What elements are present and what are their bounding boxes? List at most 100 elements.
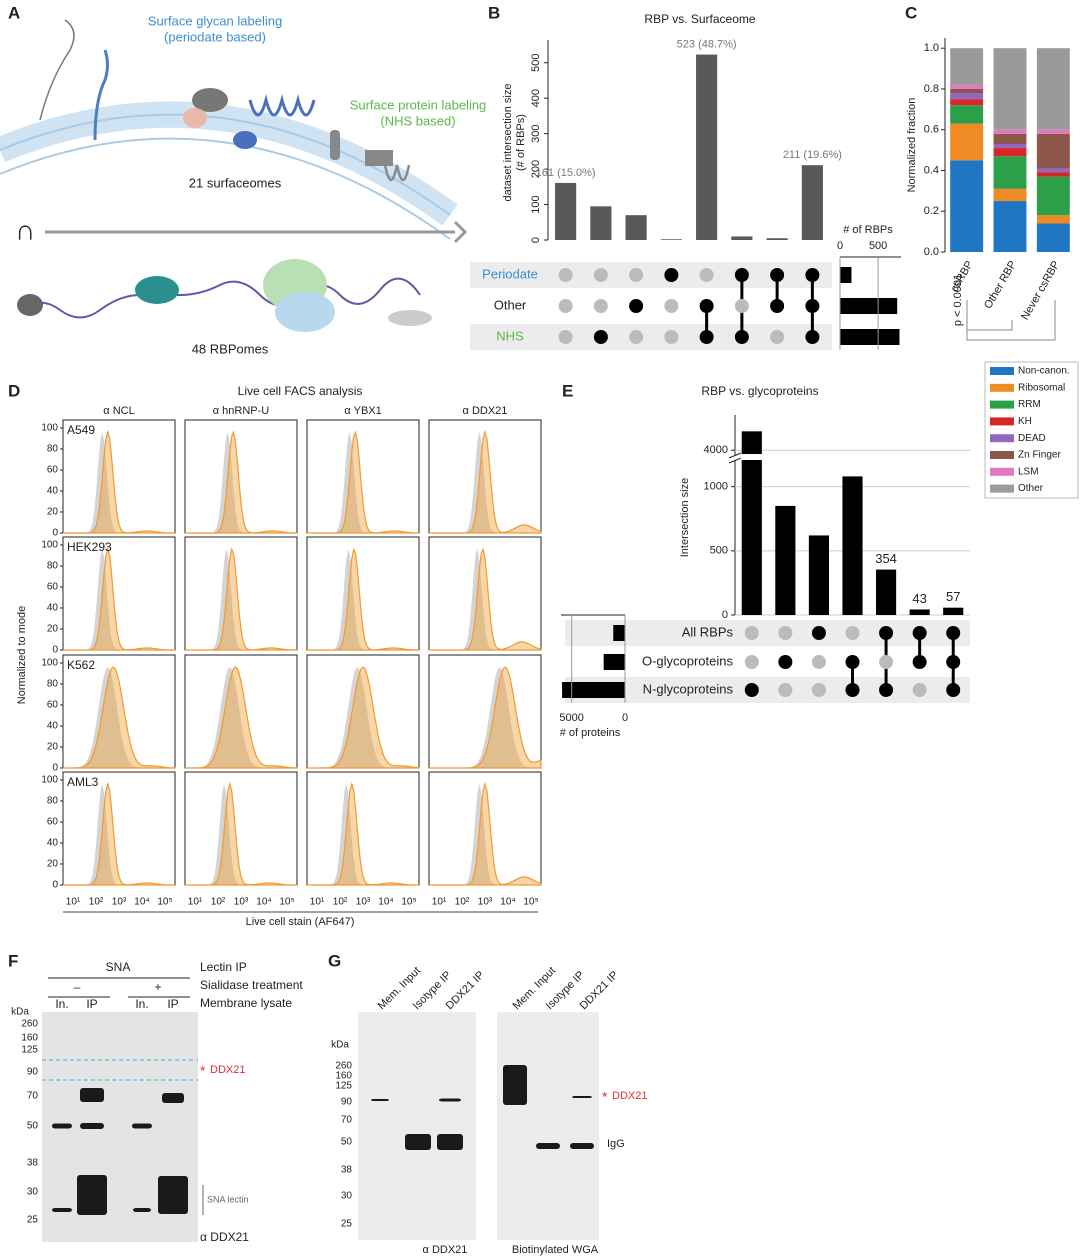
matrix-dot — [946, 655, 961, 669]
set-tick-label: 0 — [837, 240, 843, 252]
glycan-label: Surface glycan labeling — [148, 13, 282, 28]
stain-histogram — [307, 666, 420, 769]
y-tick-label: 80 — [47, 444, 59, 455]
facs-frame — [62, 419, 176, 534]
blot-band — [80, 1088, 104, 1102]
set-tick-label: 0 — [622, 712, 628, 724]
y-tick-label: 0 — [52, 763, 58, 774]
legend-swatch — [990, 451, 1014, 459]
legend-label: Ribosomal — [1018, 382, 1065, 393]
matrix-dot — [744, 655, 759, 669]
matrix-dot — [770, 268, 785, 282]
x-tick-label: 10³ — [234, 897, 249, 908]
legend-swatch — [990, 400, 1014, 409]
blot-band — [371, 1099, 389, 1101]
matrix-dot — [811, 655, 826, 669]
bar — [741, 431, 762, 615]
axis-break — [728, 452, 742, 459]
x-tick-label: 10³ — [112, 897, 127, 908]
legend-label: Other — [1018, 483, 1044, 494]
blot-band — [133, 1208, 151, 1212]
bar — [555, 182, 577, 240]
value-label: 57 — [946, 589, 960, 604]
matrix-dot — [845, 655, 860, 669]
bar-segment — [1036, 133, 1070, 169]
blot-band — [503, 1065, 527, 1105]
facs-frame — [184, 419, 298, 534]
intersect-symbol: ∩ — [15, 214, 35, 245]
blot-band — [77, 1175, 107, 1215]
bar-segment — [950, 105, 984, 124]
matrix-dot — [629, 268, 644, 282]
bar-segment — [1036, 168, 1070, 173]
star: * — [602, 1089, 608, 1105]
set-label: All RBPs — [682, 624, 734, 639]
x-tick-label: 10² — [333, 897, 348, 908]
header-label: Membrane lysate — [200, 996, 292, 1010]
value-label: 161 (15.0%) — [536, 167, 596, 179]
bar-segment — [950, 160, 984, 252]
matrix-dot — [845, 626, 860, 640]
matrix-dot — [699, 299, 714, 313]
y-tick-label: 0 — [52, 645, 58, 656]
x-tick-label: 10¹ — [310, 897, 325, 908]
y-tick-label: 60 — [47, 700, 59, 711]
y-axis-label: dataset intersection size — [502, 83, 514, 201]
bar — [766, 238, 788, 240]
kda-label: kDa — [331, 1040, 349, 1051]
legend-swatch — [990, 467, 1014, 476]
header-label: Sialidase treatment — [200, 978, 303, 992]
blot-band — [158, 1176, 188, 1214]
igg-label: IgG — [607, 1138, 625, 1150]
y-tick-label: 20 — [47, 507, 59, 518]
marker-label: 125 — [335, 1081, 352, 1092]
set-size-bar — [603, 654, 625, 670]
bar-segment — [993, 188, 1027, 202]
set-label: N-glycoproteins — [643, 681, 734, 696]
star: * — [200, 1063, 206, 1079]
matrix-dot — [734, 268, 749, 282]
set-size-bar — [840, 267, 852, 283]
matrix-dot — [811, 626, 826, 640]
y-tick-label: 60 — [47, 817, 59, 828]
matrix-dot — [805, 299, 820, 313]
bar-segment — [950, 123, 984, 161]
significance-bracket — [966, 300, 1056, 341]
marker-label: 50 — [341, 1137, 353, 1148]
x-tick-label: 10² — [455, 897, 470, 908]
matrix-dot — [664, 330, 679, 344]
matrix-dot — [558, 299, 573, 313]
set-size-bar — [840, 329, 900, 345]
x-tick-label: 10⁵ — [279, 897, 294, 908]
marker-label: 260 — [21, 1019, 38, 1030]
column-label: α hnRNP-U — [213, 405, 270, 417]
bar — [808, 535, 829, 615]
y-tick-label: 1.0 — [924, 42, 939, 54]
matrix-dot — [912, 683, 927, 697]
y-tick-label: 80 — [47, 561, 59, 572]
axis-break — [729, 455, 741, 461]
bar — [876, 569, 897, 615]
protein-label: (NHS based) — [380, 113, 455, 128]
marker-label: 50 — [27, 1121, 39, 1132]
bar-segment — [1036, 172, 1070, 177]
isotype-histogram — [429, 784, 541, 885]
row-label: AML3 — [67, 775, 99, 789]
bar — [909, 609, 930, 615]
isotype-histogram — [429, 432, 541, 533]
matrix-dot — [593, 299, 608, 313]
row-band — [565, 620, 970, 646]
bar — [775, 505, 796, 615]
isotype-histogram — [429, 549, 541, 650]
axis-break — [728, 457, 742, 464]
y-tick-label: 300 — [530, 124, 542, 142]
x-tick-label: 10² — [211, 897, 226, 908]
legend-label: RRM — [1018, 399, 1041, 410]
matrix-dot — [912, 655, 927, 669]
set-label: NHS — [496, 328, 524, 343]
matrix-dot — [770, 299, 785, 313]
matrix-dot — [770, 330, 785, 344]
rbpomes-label: 48 RBPomes — [192, 341, 269, 356]
